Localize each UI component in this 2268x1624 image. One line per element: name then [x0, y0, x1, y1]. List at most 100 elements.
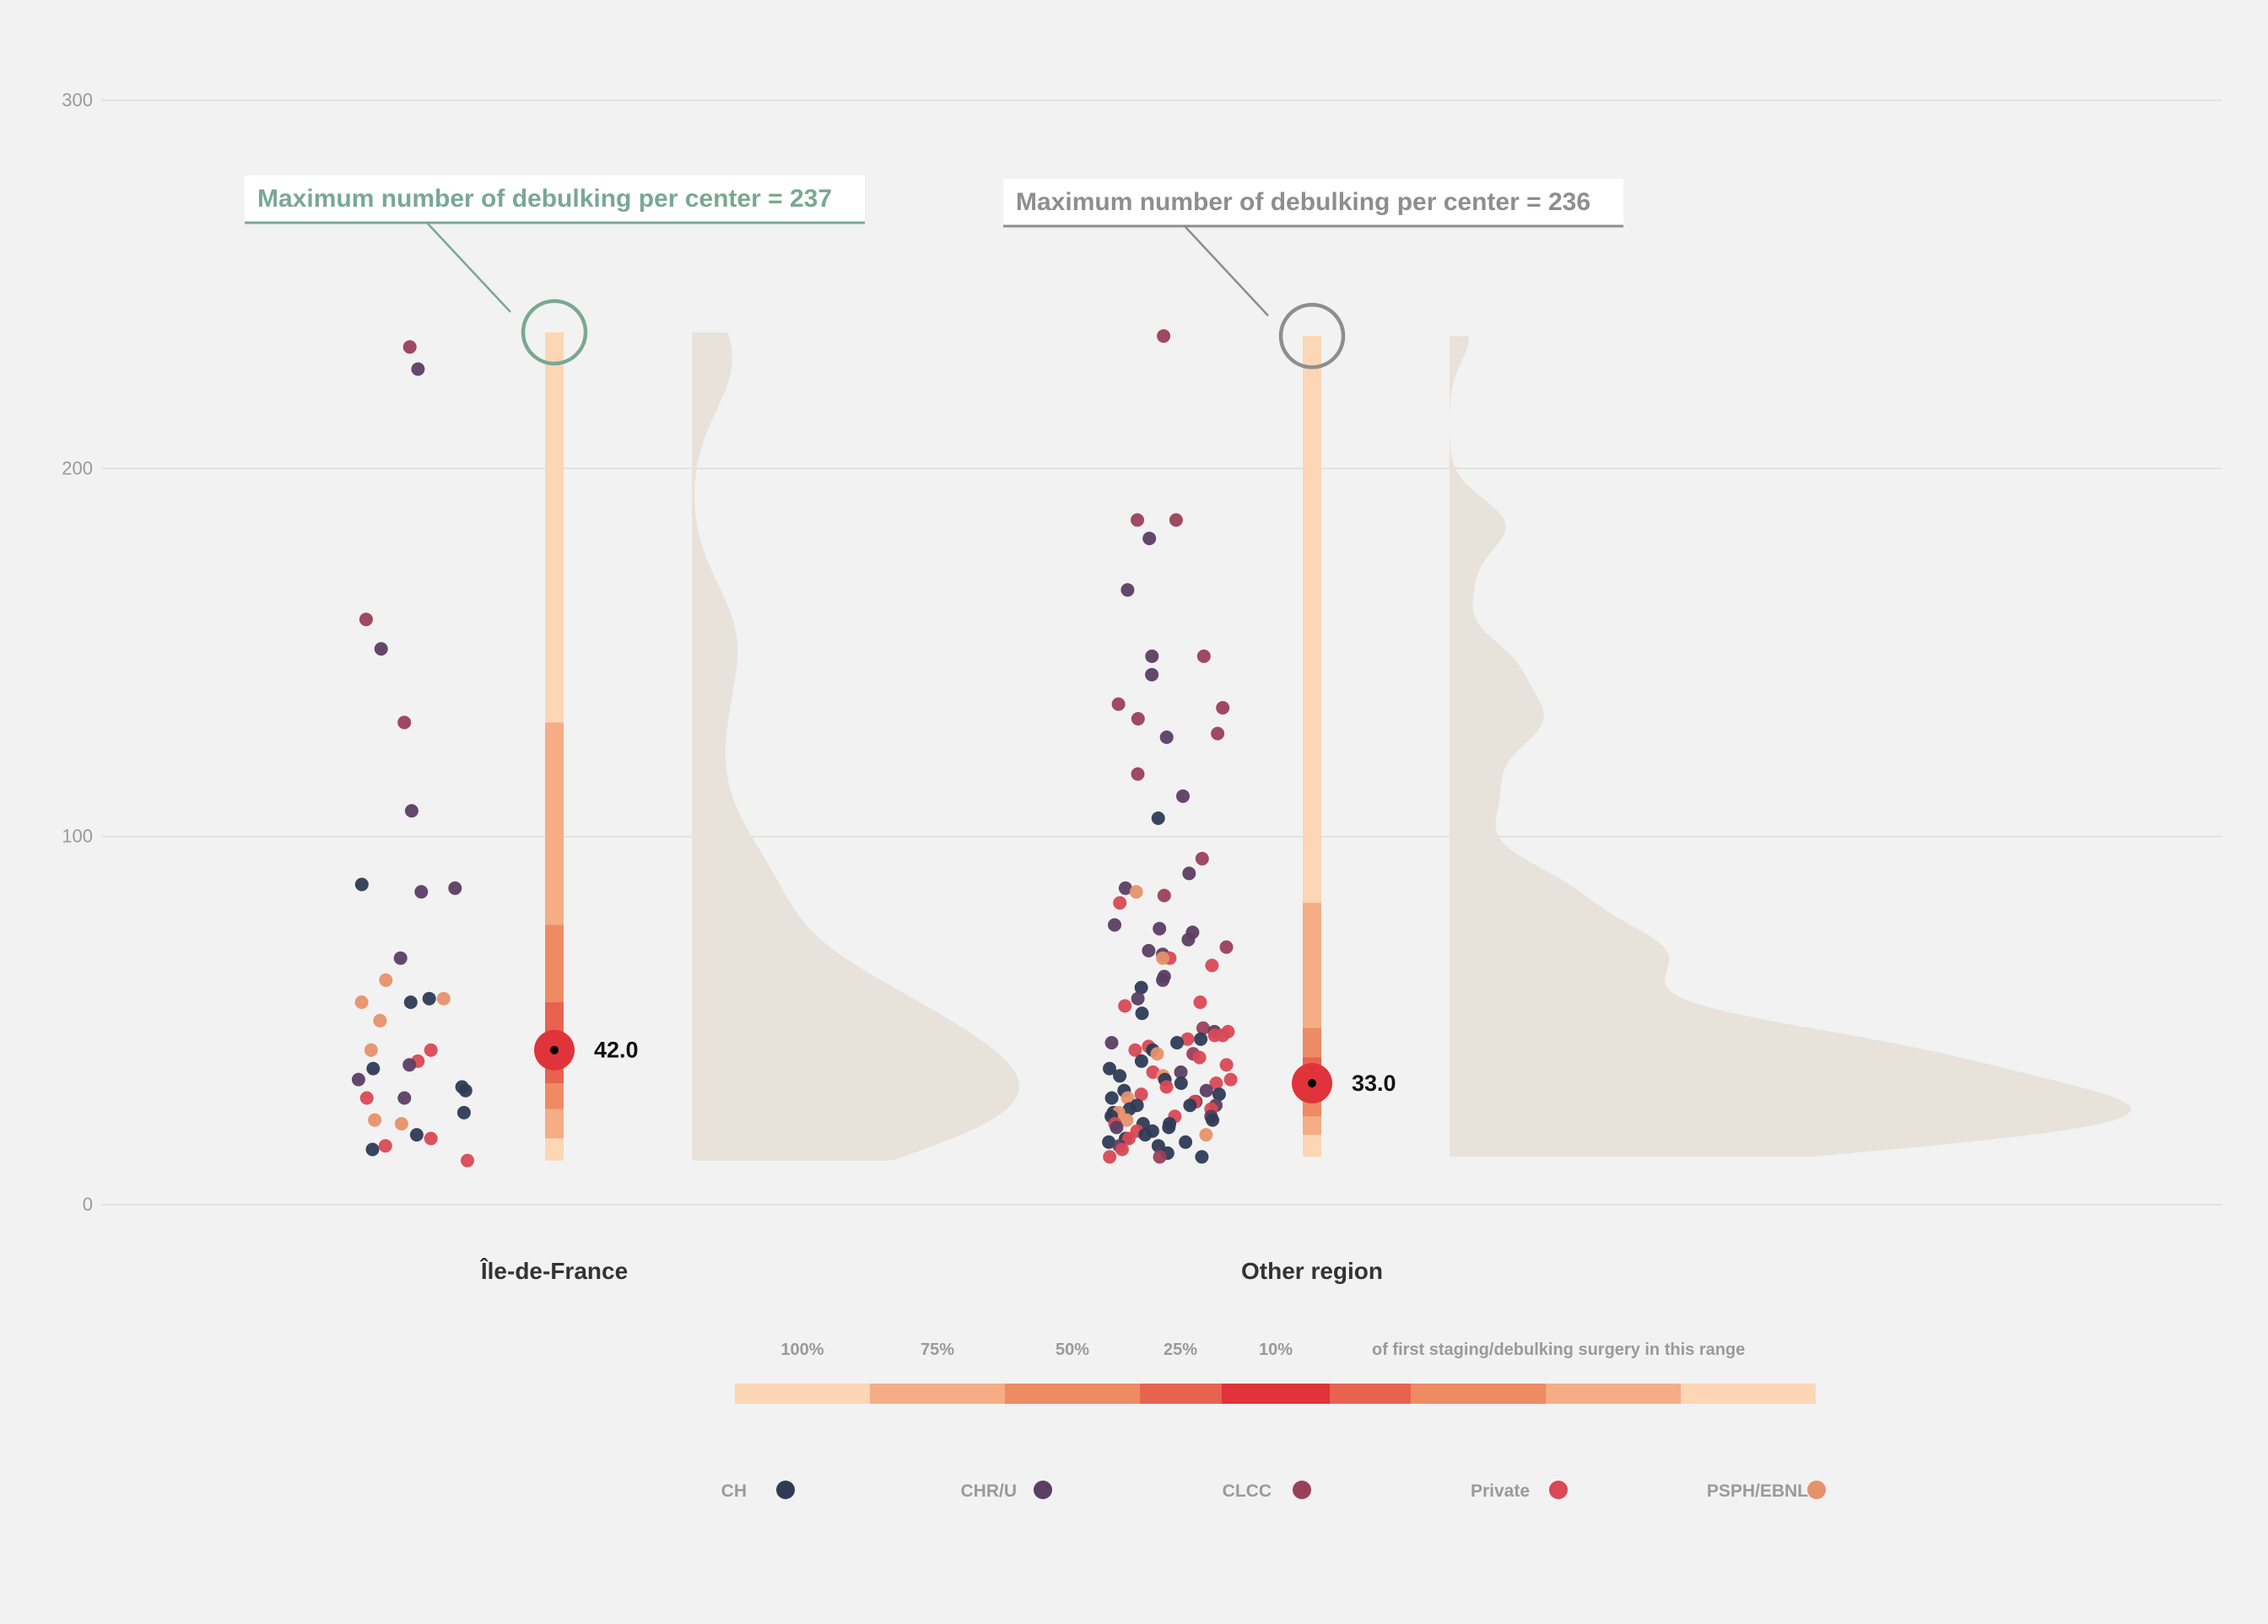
- data-point: [1194, 1032, 1208, 1046]
- data-points: [1102, 329, 1238, 1164]
- y-tick-label: 200: [62, 457, 93, 478]
- data-point: [1113, 896, 1127, 910]
- range-swatch: [870, 1384, 1005, 1404]
- data-point: [1153, 921, 1167, 936]
- data-point: [402, 340, 417, 354]
- data-point: [365, 1142, 380, 1157]
- median-center-dot: [550, 1045, 559, 1055]
- callout-box: [245, 175, 865, 223]
- data-point: [1120, 1091, 1135, 1105]
- data-point: [456, 1105, 471, 1120]
- type-legend-label: CH: [721, 1481, 747, 1501]
- range-legend-caption: of first staging/debulking surgery in th…: [1372, 1341, 1745, 1359]
- type-legend: CH CHR/U CLCC Private PSPH/EBNL: [721, 1481, 1826, 1501]
- data-point: [1122, 1102, 1137, 1116]
- data-point: [411, 362, 425, 376]
- type-legend-label: PSPH/EBNL: [1707, 1481, 1808, 1501]
- data-point: [458, 1083, 472, 1098]
- range-legend-label: 25%: [1164, 1341, 1197, 1359]
- type-legend-dot: [1293, 1481, 1311, 1499]
- data-point: [1169, 513, 1183, 527]
- data-point: [1170, 1036, 1184, 1049]
- data-point: [402, 1058, 417, 1072]
- data-point: [1219, 1058, 1234, 1072]
- range-legend-label: 10%: [1259, 1341, 1293, 1359]
- type-legend-dot: [1549, 1481, 1568, 1499]
- range-swatch: [1005, 1384, 1140, 1404]
- type-legend-label: CHR/U: [961, 1481, 1018, 1501]
- data-point: [1108, 918, 1121, 932]
- data-point: [1131, 991, 1145, 1006]
- data-point: [1120, 583, 1135, 597]
- data-point: [1104, 1091, 1119, 1105]
- data-point: [1151, 1139, 1165, 1153]
- data-point: [1103, 1150, 1117, 1164]
- data-point: [1142, 943, 1156, 958]
- group-1: 33.0 Maximum number of debulking per cent…: [1003, 179, 2131, 1284]
- median-label: 33.0: [1352, 1071, 1396, 1096]
- data-point: [424, 1131, 438, 1146]
- data-point: [1162, 1120, 1176, 1135]
- data-point: [1122, 1131, 1136, 1146]
- range-swatch: [735, 1384, 870, 1404]
- data-point: [1135, 1006, 1149, 1021]
- data-point: [1113, 1069, 1127, 1083]
- y-tick-label: 100: [62, 826, 93, 847]
- data-point: [403, 995, 418, 1009]
- max-highlight-circle: [1278, 303, 1346, 370]
- data-point: [1196, 1021, 1210, 1035]
- data-point: [1120, 1113, 1134, 1127]
- data-point: [1138, 1128, 1153, 1142]
- data-point: [1199, 1128, 1213, 1142]
- density-shape: [692, 332, 1019, 1161]
- data-point: [1206, 1113, 1220, 1127]
- data-point: [373, 1013, 387, 1028]
- data-point: [393, 951, 408, 965]
- data-point: [409, 1128, 424, 1142]
- range-legend-label: 50%: [1056, 1341, 1089, 1359]
- data-point: [379, 973, 393, 987]
- data-point: [1131, 712, 1145, 726]
- group-0: 42.0 Maximum number of debulking per cent…: [245, 175, 1019, 1284]
- y-grid: 0 100 200 300: [62, 89, 2222, 1215]
- data-points: [351, 340, 474, 1168]
- data-point: [436, 991, 451, 1006]
- data-point: [1219, 940, 1234, 954]
- range-legend-label: 75%: [921, 1341, 954, 1359]
- data-point: [1209, 1076, 1223, 1090]
- data-point: [414, 885, 429, 899]
- range-swatch: [1222, 1384, 1330, 1404]
- type-legend-dot: [1034, 1481, 1052, 1499]
- y-tick-label: 0: [83, 1194, 93, 1215]
- data-point: [1142, 531, 1157, 546]
- data-point: [1118, 999, 1132, 1013]
- data-point: [1118, 881, 1132, 895]
- data-point: [1131, 513, 1144, 527]
- data-point: [1196, 649, 1211, 663]
- data-point: [1159, 1080, 1174, 1094]
- data-point: [1183, 1098, 1197, 1113]
- data-point: [1150, 1047, 1164, 1061]
- type-legend-label: Private: [1471, 1481, 1530, 1501]
- data-point: [1193, 995, 1207, 1009]
- data-point: [354, 995, 369, 1009]
- data-point: [1207, 1028, 1222, 1043]
- data-point: [397, 1091, 412, 1105]
- callout-text: Maximum number of debulking per center =…: [257, 185, 832, 213]
- data-point: [397, 715, 412, 730]
- data-point: [448, 881, 462, 895]
- data-point: [424, 1043, 438, 1057]
- data-point: [404, 804, 418, 818]
- range-legend-label: 100%: [780, 1341, 824, 1359]
- data-point: [1211, 726, 1225, 741]
- data-point: [1129, 885, 1143, 899]
- range-swatch: [1330, 1384, 1411, 1404]
- data-point: [1216, 701, 1230, 715]
- data-point: [1156, 973, 1170, 987]
- data-point: [1103, 1061, 1116, 1076]
- range-swatch: [1681, 1384, 1816, 1404]
- group-label: Île-de-France: [479, 1258, 628, 1284]
- data-point: [1195, 851, 1209, 866]
- data-point: [1131, 767, 1145, 781]
